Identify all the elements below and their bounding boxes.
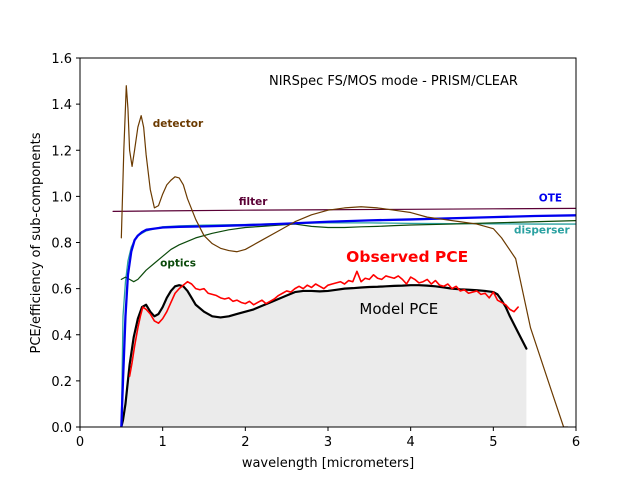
y-tick-label: 0.2 xyxy=(51,375,72,390)
annotation-filter: filter xyxy=(239,196,269,208)
y-tick-label: 0.4 xyxy=(51,329,72,344)
annotation-detector: detector xyxy=(153,118,204,130)
annotation-observed-pce: Observed PCE xyxy=(346,248,468,266)
plot-layer xyxy=(112,85,576,427)
chart-title: NIRSpec FS/MOS mode - PRISM/CLEAR xyxy=(269,74,518,89)
y-tick-label: 0.6 xyxy=(51,283,72,298)
annotation-disperser: disperser xyxy=(514,224,571,236)
annotation-ote: OTE xyxy=(539,192,562,204)
y-tick-label: 1.4 xyxy=(51,98,72,113)
x-tick-label: 3 xyxy=(324,435,332,450)
y-tick-label: 1.2 xyxy=(51,144,72,159)
x-tick-label: 1 xyxy=(159,435,167,450)
x-tick-label: 4 xyxy=(407,435,415,450)
x-axis-label: wavelength [micrometers] xyxy=(242,456,414,471)
x-tick-label: 0 xyxy=(76,435,84,450)
y-tick-label: 1.0 xyxy=(51,190,72,205)
series-line-filter xyxy=(112,207,576,212)
y-tick-label: 0.8 xyxy=(51,237,72,252)
x-tick-label: 2 xyxy=(241,435,249,450)
series-line-observed-pce xyxy=(128,270,519,378)
y-tick-label: 0.0 xyxy=(51,421,72,436)
series-line-ote xyxy=(120,214,576,427)
y-axis-label: PCE/efficiency of sub-components xyxy=(29,132,44,353)
x-tick-label: 5 xyxy=(489,435,497,450)
x-tick-label: 6 xyxy=(572,435,580,450)
series-line-optics xyxy=(120,219,576,283)
model-pce-fill xyxy=(121,285,527,427)
axes-layer: 0 1 2 3 4 5 6 0.0 0.2 0.4 0.6 0.8 1.0 1.2 1.4 1.6 xyxy=(51,52,580,450)
annotation-optics: optics xyxy=(160,258,196,270)
y-tick-label: 1.6 xyxy=(51,52,72,67)
annotation-model-pce: Model PCE xyxy=(359,300,438,318)
label-layer: detector filter OTE disperser optics Observed… xyxy=(153,118,571,318)
series-line-detector xyxy=(120,85,569,427)
